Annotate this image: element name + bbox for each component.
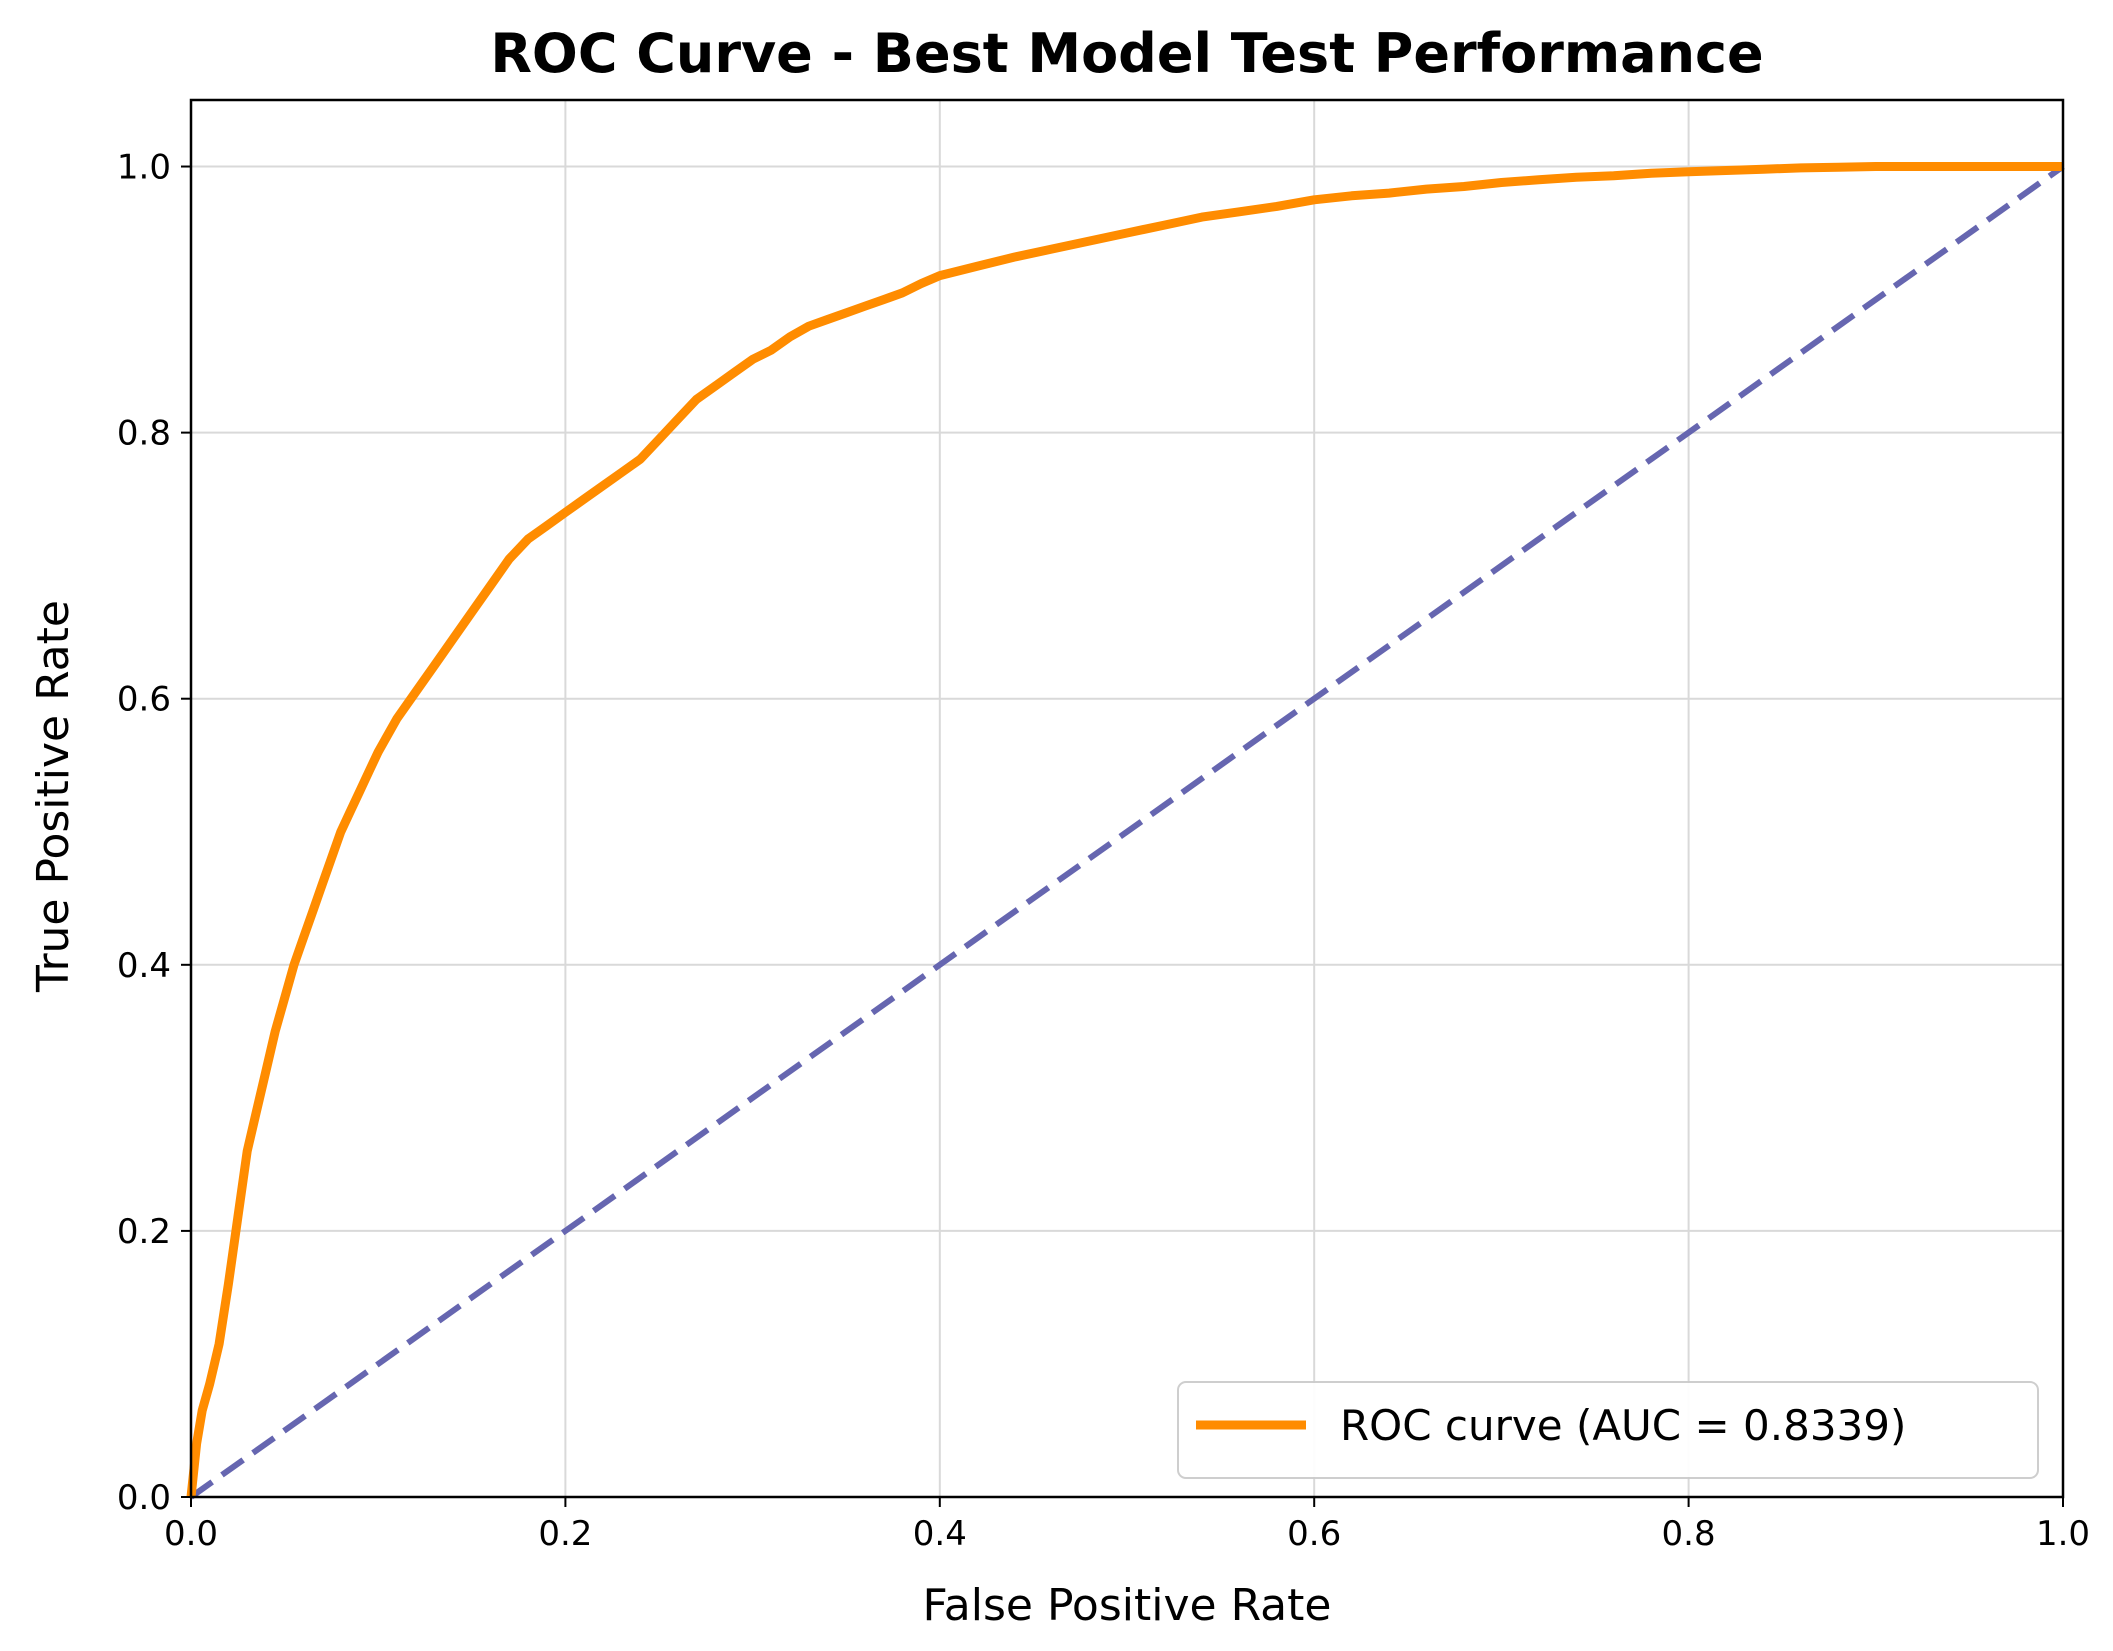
x-axis-label: False Positive Rate — [923, 1580, 1332, 1631]
series-layer — [186, 162, 2065, 1500]
y-axis-label: True Positive Rate — [28, 600, 79, 993]
y-tick-label: 0.2 — [117, 1212, 171, 1252]
legend-box — [1177, 1381, 2039, 1479]
x-tick-label: 0.6 — [1287, 1514, 1341, 1554]
y-tick-label: 0.0 — [117, 1478, 171, 1518]
legend: ROC curve (AUC = 0.8339) — [1177, 1381, 2039, 1479]
y-tick-label: 0.6 — [117, 680, 171, 720]
y-tick-label: 0.4 — [117, 946, 171, 986]
ticks: 0.0 0.2 0.4 0.6 0.8 1.0 0.0 0.2 0.4 0.6 0.8 1.0 — [117, 148, 2090, 1554]
plot-frame — [189, 98, 2065, 1499]
legend-entry-roc-curve: ROC curve (AUC = 0.8339) — [1340, 1401, 1906, 1450]
x-tick-label: 0.4 — [913, 1514, 967, 1554]
chart-title: ROC Curve - Best Model Test Performance — [490, 22, 1763, 85]
x-tick-label: 0.8 — [1662, 1514, 1716, 1554]
x-tick-label: 0.0 — [164, 1514, 218, 1554]
y-tick-label: 0.8 — [117, 414, 171, 454]
x-tick-label: 0.2 — [538, 1514, 592, 1554]
y-tick-label: 1.0 — [117, 148, 171, 188]
grid — [190, 100, 2064, 1498]
roc-curve-line — [186, 162, 2063, 1498]
x-tick-label: 1.0 — [2036, 1514, 2090, 1554]
diagonal-baseline-line — [189, 164, 2065, 1500]
